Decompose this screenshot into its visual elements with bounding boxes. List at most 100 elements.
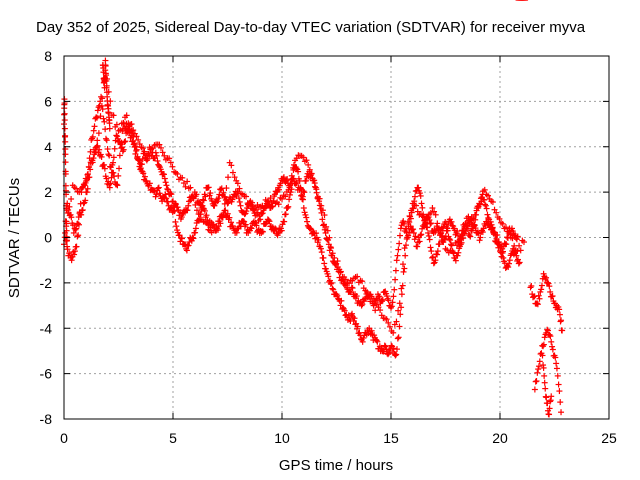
data-point [237, 202, 244, 209]
data-point [503, 241, 510, 248]
data-point [478, 198, 485, 205]
data-point [169, 163, 176, 170]
data-point [396, 323, 403, 330]
data-point [280, 174, 287, 181]
data-point [429, 253, 436, 260]
data-point [130, 127, 137, 134]
data-point [391, 286, 398, 293]
data-point [298, 186, 305, 193]
data-point [295, 168, 302, 175]
data-point [538, 282, 545, 289]
data-point [432, 257, 439, 264]
data-point [331, 254, 338, 261]
data-point [94, 137, 101, 144]
data-point [506, 257, 513, 264]
data-point [375, 293, 382, 300]
data-point [107, 164, 114, 171]
data-point [390, 345, 397, 352]
data-point [351, 315, 358, 322]
data-point [495, 244, 502, 251]
data-point [554, 372, 561, 379]
data-point [398, 291, 405, 298]
data-point [74, 220, 81, 227]
data-point [460, 235, 467, 242]
data-point [535, 363, 542, 370]
data-point [223, 185, 230, 192]
data-point [413, 202, 420, 209]
data-point [338, 297, 345, 304]
data-point [235, 195, 242, 202]
data-point [208, 197, 215, 204]
data-point [136, 141, 143, 148]
data-point [202, 193, 209, 200]
data-point [163, 182, 170, 189]
data-point [543, 274, 550, 281]
data-point [450, 249, 457, 256]
data-point [164, 186, 171, 193]
data-point [548, 393, 555, 400]
data-point [382, 343, 389, 350]
data-point [546, 331, 553, 338]
data-point [394, 335, 401, 342]
data-point [307, 225, 314, 232]
data-point [505, 264, 512, 271]
data-point [215, 195, 222, 202]
data-point [83, 189, 90, 196]
data-point [388, 303, 395, 310]
data-point [162, 179, 169, 186]
data-point [102, 62, 109, 69]
data-point [89, 133, 96, 140]
data-point [417, 192, 424, 199]
data-point [401, 245, 408, 252]
y-axis-label: SDTVAR / TECUs [6, 178, 23, 298]
data-point [261, 204, 268, 211]
data-point [103, 82, 110, 89]
data-point [548, 338, 555, 345]
data-point [286, 196, 293, 203]
data-point [192, 225, 199, 232]
data-point [257, 216, 264, 223]
data-point [458, 231, 465, 238]
data-point [407, 215, 414, 222]
data-point [452, 257, 459, 264]
data-point [552, 354, 559, 361]
data-point [122, 138, 129, 145]
data-point [116, 152, 123, 159]
data-point [101, 161, 108, 168]
data-point [538, 286, 545, 293]
data-point [448, 218, 455, 225]
data-point [401, 265, 408, 272]
data-point [471, 222, 478, 229]
data-point [399, 282, 406, 289]
data-point [444, 227, 451, 234]
data-point [448, 242, 455, 249]
data-point [400, 218, 407, 225]
data-point [506, 228, 513, 235]
data-point [527, 284, 534, 291]
data-point [118, 139, 125, 146]
data-point [154, 157, 161, 164]
data-point [166, 155, 173, 162]
data-point [82, 197, 89, 204]
data-point [87, 148, 94, 155]
data-point [66, 203, 73, 210]
data-point [549, 346, 556, 353]
data-point [220, 189, 227, 196]
data-point [393, 318, 400, 325]
data-point [467, 233, 474, 240]
data-point [275, 201, 282, 208]
data-point [185, 202, 192, 209]
data-point [319, 216, 326, 223]
data-point [156, 141, 163, 148]
data-point [334, 258, 341, 265]
data-point [117, 127, 124, 134]
data-point [517, 247, 524, 254]
data-point [86, 164, 93, 171]
data-point [493, 209, 500, 216]
data-point [61, 125, 68, 132]
data-point [303, 214, 310, 221]
data-point [281, 218, 288, 225]
data-point [173, 223, 180, 230]
data-point [389, 299, 396, 306]
data-point [330, 286, 337, 293]
